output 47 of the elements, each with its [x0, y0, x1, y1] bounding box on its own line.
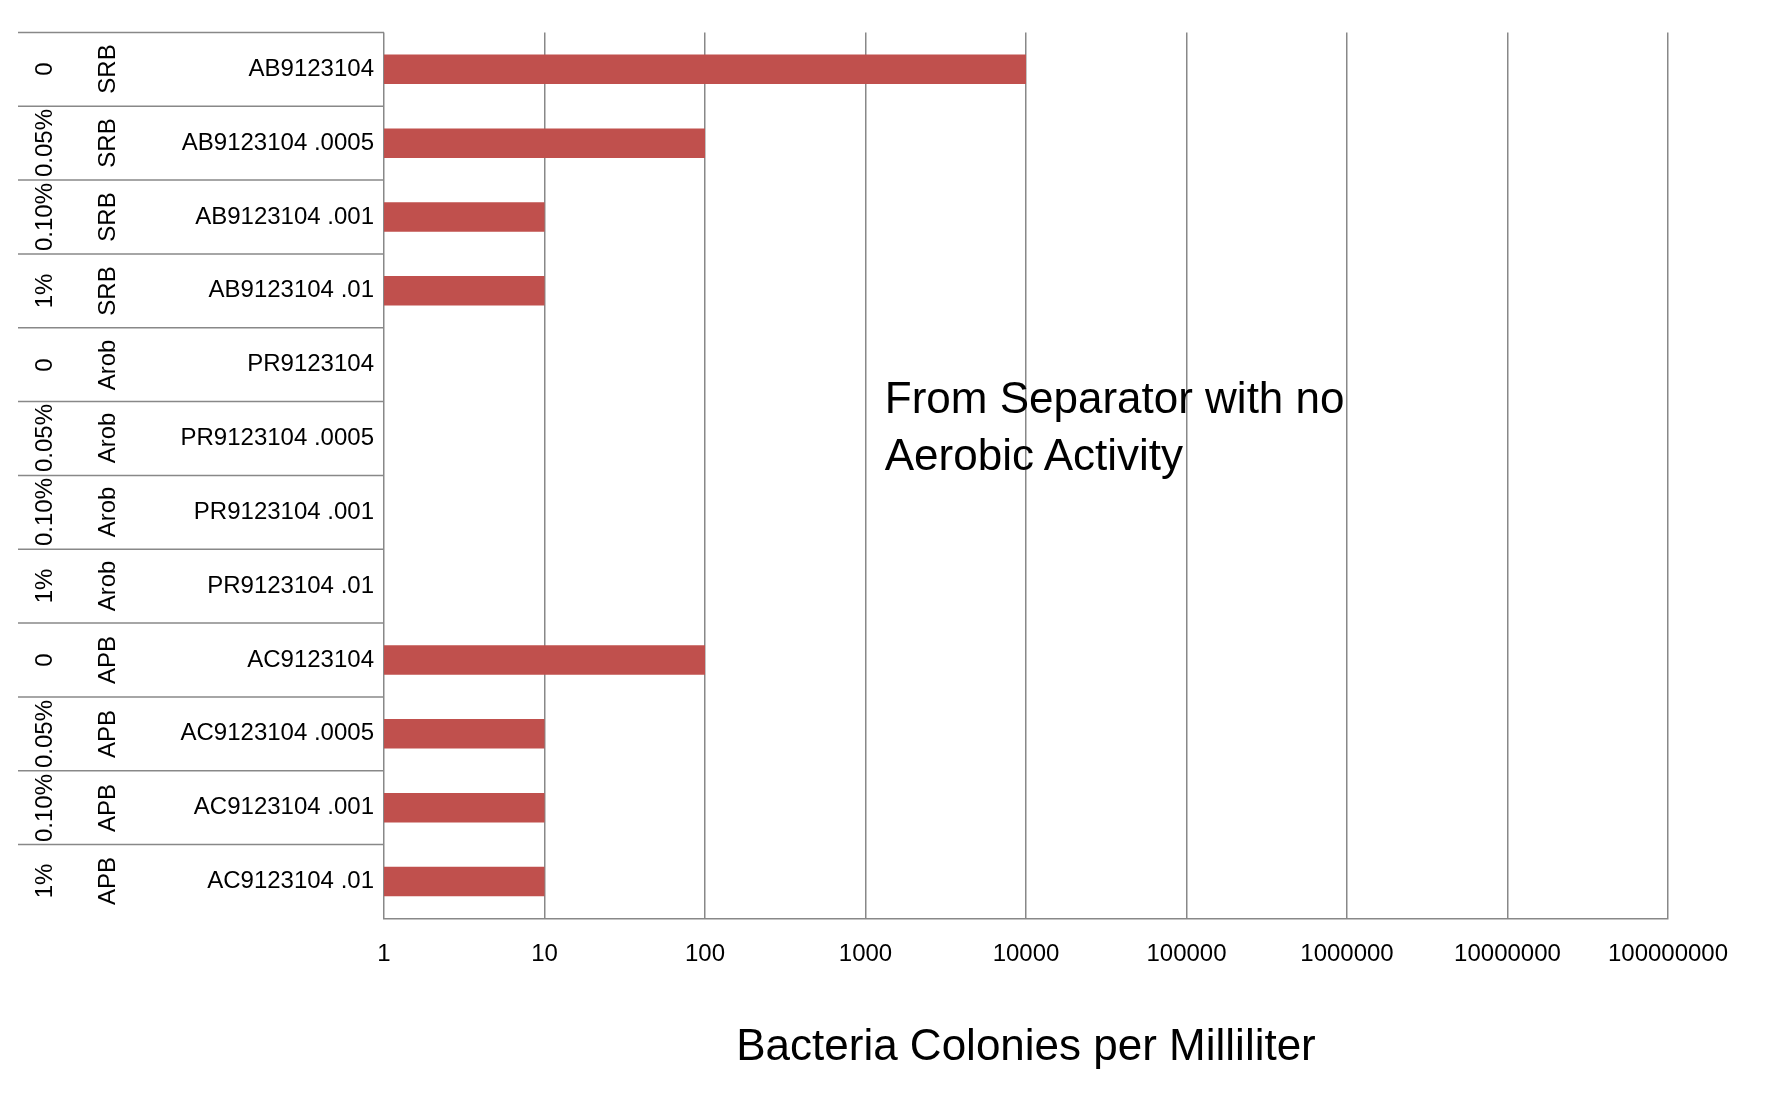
- text: 0: [30, 61, 58, 78]
- text: APB: [93, 856, 121, 908]
- y-tick-label: AB9123104 .001: [195, 201, 374, 229]
- x-tick-label: 1000: [838, 939, 893, 967]
- text: 0: [30, 652, 58, 669]
- x-tick-label: 10: [531, 939, 558, 967]
- text: Arob: [93, 559, 121, 614]
- y-tick-label: AB9123104 .01: [208, 275, 374, 303]
- y-tick-label: PR9123104 .0005: [180, 423, 374, 451]
- y-tick-label: PR9123104 .001: [193, 496, 374, 524]
- x-tick-label: 1: [377, 939, 391, 967]
- x-tick-label: 10000000: [1454, 939, 1561, 967]
- x-tick-label: 1000000: [1300, 939, 1394, 967]
- text: SRB: [93, 191, 121, 244]
- text: 0.10%: [30, 477, 58, 549]
- y-tick-label: PR9123104: [247, 349, 374, 377]
- x-tick-label: 10000: [992, 939, 1060, 967]
- y-tick-label: PR9123104 .01: [207, 570, 374, 598]
- text: APB: [93, 782, 121, 834]
- text: 0.05%: [30, 108, 58, 180]
- text: 1%: [30, 863, 58, 901]
- y-tick-label: AB9123104: [248, 53, 374, 81]
- y-tick-label: AC9123104 .001: [193, 792, 374, 820]
- text: Arob: [93, 412, 121, 466]
- text: 0.05%: [30, 698, 58, 770]
- text: Arob: [93, 338, 121, 392]
- text: 0: [30, 356, 58, 374]
- text: 0.10%: [30, 181, 58, 253]
- x-tick-label: 100: [684, 939, 726, 967]
- y-tick-label: AC9123104: [247, 644, 374, 672]
- text: SRB: [93, 43, 121, 96]
- text: SRB: [93, 117, 121, 170]
- y-tick-label: AC9123104 .01: [207, 866, 374, 894]
- y-tick-label: AB9123104 .0005: [181, 127, 374, 155]
- text: APB: [93, 708, 121, 760]
- text: Arob: [93, 485, 121, 540]
- y-tick-label: AC9123104 .0005: [180, 718, 374, 746]
- text: APB: [93, 634, 121, 686]
- annotation: From Separator with no Aerobic Activity: [884, 372, 1346, 482]
- x-tick-label: 100000000: [1607, 939, 1729, 967]
- text: 0.05%: [30, 403, 58, 475]
- text: SRB: [93, 265, 121, 318]
- x-tick-label: 100000: [1146, 939, 1227, 967]
- text: 0.10%: [30, 772, 58, 844]
- x-axis-title: Bacteria Colonies per Milliliter: [736, 1019, 1316, 1069]
- text: 1%: [30, 567, 58, 606]
- text: 1%: [30, 272, 58, 311]
